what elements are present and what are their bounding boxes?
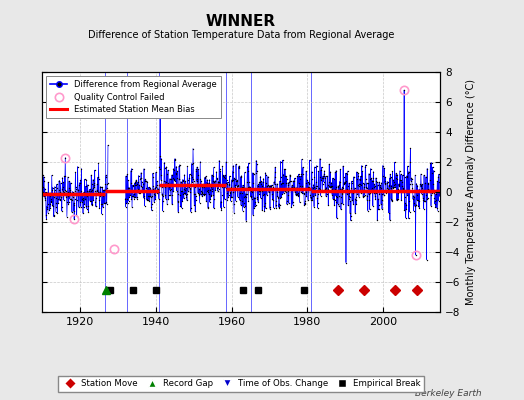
Legend: Difference from Regional Average, Quality Control Failed, Estimated Station Mean: Difference from Regional Average, Qualit…: [46, 76, 221, 118]
Text: Berkeley Earth: Berkeley Earth: [416, 389, 482, 398]
Text: WINNER: WINNER: [206, 14, 276, 29]
Legend: Station Move, Record Gap, Time of Obs. Change, Empirical Break: Station Move, Record Gap, Time of Obs. C…: [58, 376, 424, 392]
Text: Difference of Station Temperature Data from Regional Average: Difference of Station Temperature Data f…: [88, 30, 394, 40]
Y-axis label: Monthly Temperature Anomaly Difference (°C): Monthly Temperature Anomaly Difference (…: [466, 79, 476, 305]
